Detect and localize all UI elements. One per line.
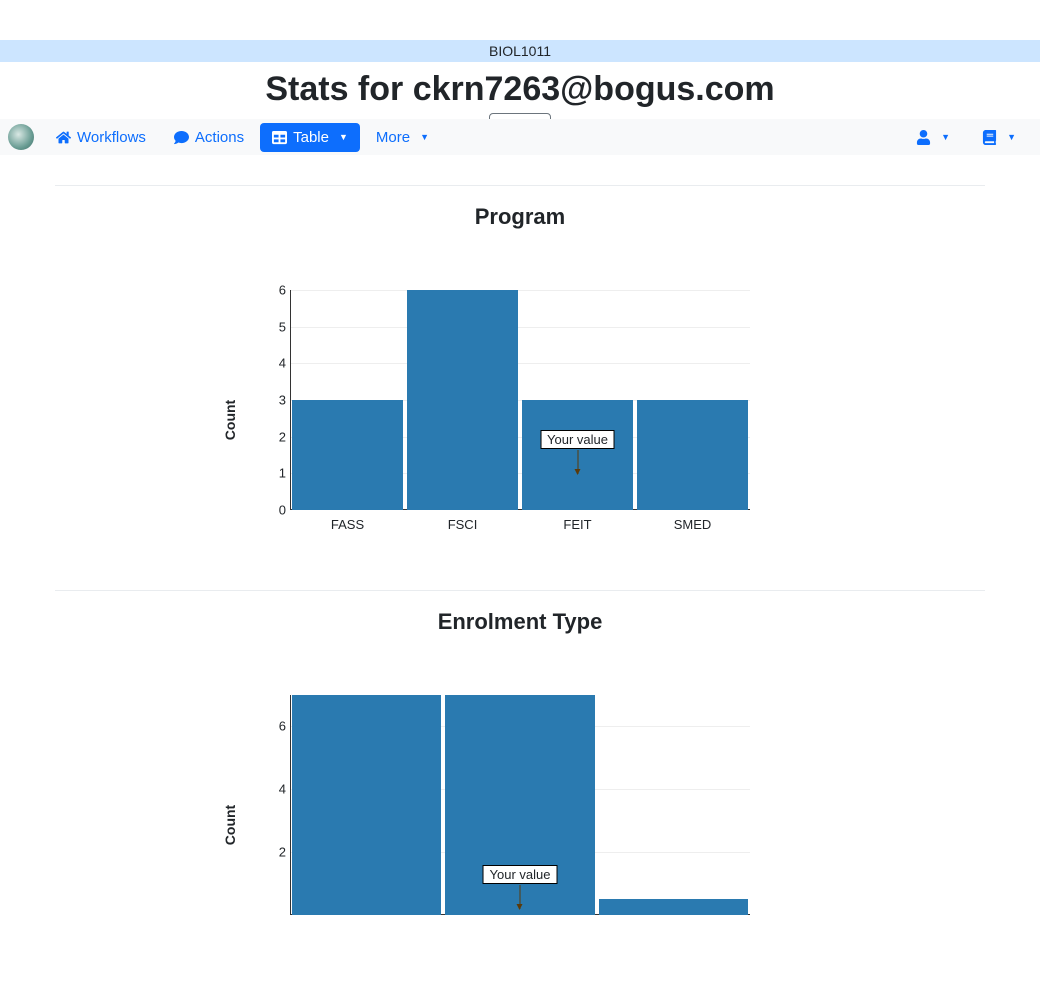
chart-wrap: Count0123456FASSFSCIFEITSMEDYour value [260, 290, 780, 550]
bar-slot: FASS [290, 290, 405, 510]
user-icon [916, 130, 931, 145]
charts-container: ProgramCount0123456FASSFSCIFEITSMEDYour … [55, 185, 985, 955]
nav-more-label: More [376, 129, 410, 146]
your-value-label: Your value [540, 430, 615, 449]
navbar-left: Workflows Actions Table ▼ More ▼ [8, 123, 441, 152]
nav-actions[interactable]: Actions [162, 123, 256, 152]
ytick: 6 [274, 719, 286, 734]
brand-logo-icon[interactable] [8, 124, 34, 150]
chevron-down-icon: ▼ [339, 132, 348, 142]
ytick: 6 [274, 283, 286, 298]
bar-slot [597, 695, 750, 915]
nav-actions-label: Actions [195, 129, 244, 146]
nav-table[interactable]: Table ▼ [260, 123, 360, 152]
your-value-label: Your value [483, 865, 558, 884]
bar-slot: SMED [635, 290, 750, 510]
ytick: 2 [274, 845, 286, 860]
chart-ylabel: Count [222, 805, 238, 845]
chart-wrap: Count246Your value [260, 695, 780, 955]
page-title: Stats for ckrn7263@bogus.com [0, 62, 1040, 113]
course-banner: BIOL1011 [0, 40, 1040, 62]
chevron-down-icon: ▼ [941, 132, 950, 142]
ytick: 3 [274, 393, 286, 408]
ytick: 5 [274, 319, 286, 334]
chevron-down-icon: ▼ [1007, 132, 1016, 142]
bar [407, 290, 518, 510]
ytick: 1 [274, 466, 286, 481]
xtick: FASS [290, 517, 405, 532]
xtick: FEIT [520, 517, 635, 532]
bar [292, 400, 403, 510]
xtick: SMED [635, 517, 750, 532]
nav-table-label: Table [293, 129, 329, 146]
book-icon [982, 130, 997, 145]
table-icon [272, 130, 287, 145]
bar [292, 695, 441, 915]
chart-section-enrolment: Enrolment Type Count 2 4 6 Your value [55, 590, 985, 955]
user-menu[interactable]: ▼ [910, 126, 956, 149]
book-menu[interactable]: ▼ [976, 126, 1022, 149]
ytick: 4 [274, 782, 286, 797]
bar [637, 400, 748, 510]
arrow-down-icon [520, 885, 521, 909]
nav-workflows[interactable]: Workflows [44, 123, 158, 152]
ytick: 4 [274, 356, 286, 371]
ytick: 2 [274, 429, 286, 444]
bars: FASSFSCIFEITSMED [290, 290, 750, 510]
navbar-right: ▼ ▼ [910, 126, 1032, 149]
ytick: 0 [274, 503, 286, 518]
course-code: BIOL1011 [489, 43, 551, 59]
home-icon [56, 130, 71, 145]
chart-section-program: ProgramCount0123456FASSFSCIFEITSMEDYour … [55, 185, 985, 550]
nav-workflows-label: Workflows [77, 129, 146, 146]
xtick: FSCI [405, 517, 520, 532]
navbar: Workflows Actions Table ▼ More ▼ ▼ ▼ [0, 119, 1040, 155]
comment-icon [174, 130, 189, 145]
chart-title: Enrolment Type [55, 609, 985, 635]
bar [599, 899, 748, 915]
chevron-down-icon: ▼ [420, 132, 429, 142]
chart-ylabel: Count [222, 400, 238, 440]
content: ProgramCount0123456FASSFSCIFEITSMEDYour … [55, 185, 985, 955]
nav-more[interactable]: More ▼ [364, 123, 441, 152]
bar-slot [290, 695, 443, 915]
bar-slot: FEIT [520, 290, 635, 510]
chart-title: Program [55, 204, 985, 230]
bar-slot: FSCI [405, 290, 520, 510]
arrow-down-icon [577, 450, 578, 474]
